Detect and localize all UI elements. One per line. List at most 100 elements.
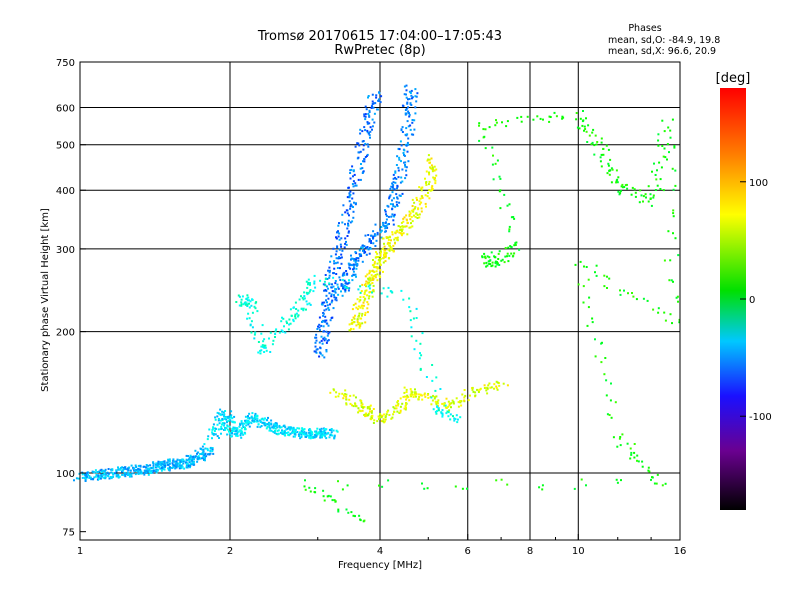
- echo-point: [250, 416, 253, 419]
- echo-point: [339, 257, 342, 260]
- echo-point: [362, 170, 365, 173]
- echo-point: [235, 427, 238, 430]
- echo-point: [667, 126, 670, 129]
- echo-point: [202, 453, 205, 456]
- echo-point: [331, 316, 334, 319]
- echo-point: [314, 286, 317, 289]
- echo-point: [346, 212, 349, 215]
- echo-point: [211, 432, 214, 435]
- echo-point: [328, 436, 331, 439]
- echo-point: [483, 255, 486, 258]
- echo-point: [259, 349, 262, 352]
- echo-point: [266, 425, 269, 428]
- echo-point: [254, 418, 257, 421]
- echo-point: [379, 264, 382, 266]
- echo-point: [432, 168, 435, 171]
- echo-point: [302, 432, 305, 435]
- echo-point: [669, 313, 672, 316]
- echo-point: [346, 227, 349, 230]
- echo-point: [263, 344, 266, 347]
- echo-point: [478, 122, 481, 125]
- echo-point: [220, 425, 223, 428]
- echo-point: [409, 226, 412, 229]
- echo-point: [607, 162, 610, 165]
- series-mid-spread: [235, 274, 462, 424]
- echo-point: [314, 433, 317, 436]
- echo-point: [539, 117, 542, 120]
- echo-point: [321, 320, 324, 323]
- echo-point: [496, 388, 499, 391]
- echo-point: [355, 184, 358, 187]
- echo-point: [359, 167, 362, 170]
- echo-point: [240, 303, 243, 306]
- echo-point: [367, 412, 370, 415]
- echo-point: [222, 422, 225, 425]
- echo-point: [423, 392, 426, 395]
- echo-point: [380, 229, 383, 232]
- echo-point: [207, 435, 210, 438]
- echo-point: [268, 429, 271, 432]
- echo-point: [325, 294, 328, 297]
- echo-point: [497, 258, 500, 260]
- echo-point: [402, 298, 405, 301]
- echo-point: [672, 209, 675, 212]
- echo-point: [586, 324, 589, 327]
- echo-point: [469, 394, 471, 397]
- echo-point: [329, 391, 332, 394]
- echo-point: [378, 416, 381, 419]
- echo-point: [143, 465, 146, 468]
- echo-point: [580, 478, 583, 481]
- echo-point: [582, 285, 585, 288]
- echo-point: [114, 472, 117, 475]
- echo-point: [106, 472, 109, 475]
- echo-point: [366, 131, 369, 134]
- echo-point: [366, 247, 369, 250]
- echo-point: [624, 184, 627, 187]
- echo-point: [358, 144, 361, 147]
- echo-point: [489, 386, 492, 389]
- echo-point: [115, 473, 118, 476]
- echo-point: [179, 465, 181, 468]
- echo-point: [663, 130, 666, 133]
- echo-point: [619, 289, 621, 292]
- echo-point: [389, 194, 392, 197]
- echo-point: [288, 318, 291, 321]
- echo-point: [330, 428, 333, 430]
- echo-point: [109, 476, 112, 478]
- echo-point: [185, 465, 188, 468]
- echo-point: [364, 321, 367, 324]
- echo-point: [366, 301, 369, 304]
- echo-point: [307, 278, 310, 281]
- echo-point: [487, 384, 490, 387]
- echo-point: [372, 284, 375, 287]
- echo-point: [325, 299, 327, 302]
- echo-point: [372, 106, 375, 109]
- echo-point: [370, 274, 373, 277]
- echo-point: [375, 251, 377, 254]
- echo-point: [298, 435, 301, 437]
- echo-point: [354, 261, 357, 264]
- echo-point: [330, 255, 333, 258]
- echo-point: [338, 276, 341, 279]
- echo-point: [309, 289, 312, 291]
- echo-point: [159, 462, 162, 465]
- echo-point: [296, 431, 299, 433]
- echo-point: [508, 230, 511, 233]
- echo-point: [305, 308, 307, 311]
- echo-point: [344, 393, 347, 396]
- echo-point: [403, 407, 406, 410]
- echo-point: [340, 290, 342, 293]
- echo-point: [368, 114, 371, 117]
- echo-point: [163, 462, 166, 465]
- echo-point: [495, 387, 498, 390]
- echo-point: [489, 259, 492, 262]
- echo-point: [318, 355, 321, 358]
- echo-point: [298, 298, 301, 301]
- echo-point: [425, 181, 428, 183]
- echo-point: [457, 401, 460, 404]
- echo-point: [360, 404, 363, 407]
- echo-point: [240, 301, 243, 304]
- echo-point: [392, 187, 395, 190]
- echo-point: [672, 215, 675, 218]
- echo-point: [441, 412, 444, 415]
